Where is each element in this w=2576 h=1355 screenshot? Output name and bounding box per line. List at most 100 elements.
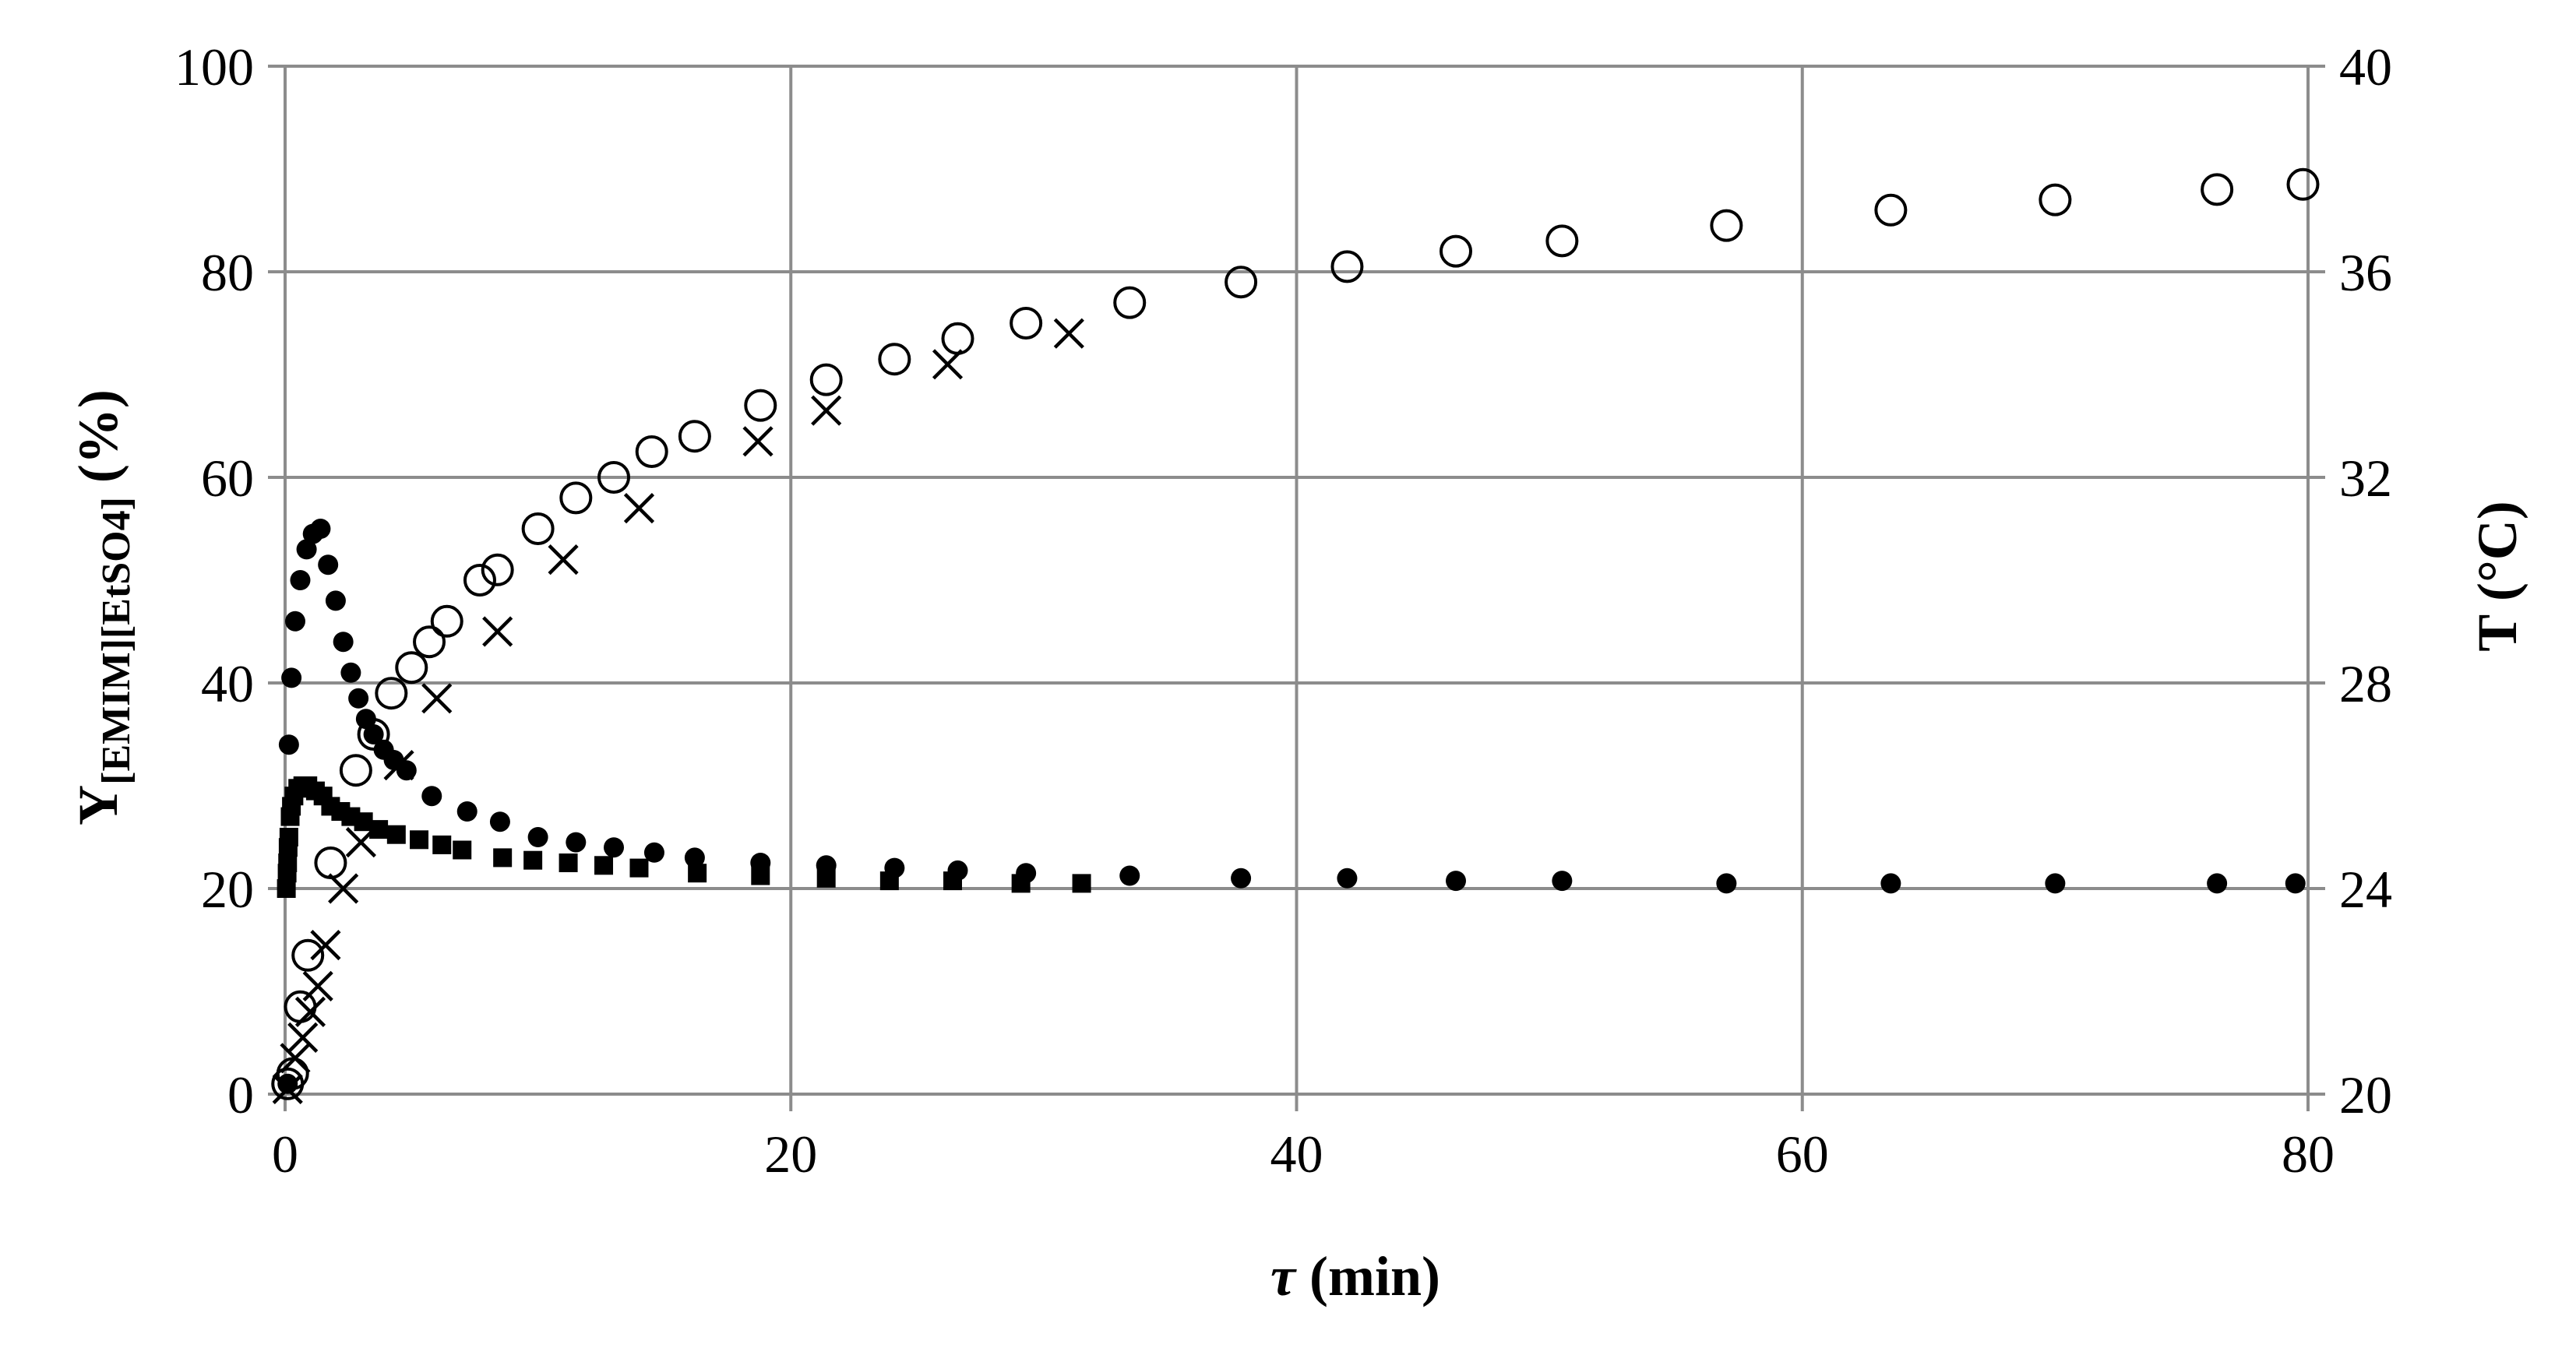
data-point [296, 539, 317, 560]
data-point [355, 709, 376, 730]
data-marks [271, 167, 2320, 1104]
data-point [2045, 873, 2066, 894]
y-axis-title-main: Y [67, 785, 129, 825]
data-point [1010, 307, 1043, 340]
data-point [1072, 874, 1091, 893]
data-point [941, 322, 974, 355]
data-point [1545, 224, 1579, 258]
data-point [287, 1022, 319, 1053]
data-point [302, 970, 333, 1001]
data-point [1337, 868, 1358, 889]
data-point [328, 873, 359, 904]
data-point [629, 858, 649, 878]
series-cross [272, 318, 1084, 1104]
data-point [340, 662, 361, 683]
data-point [395, 651, 428, 685]
data-point [421, 786, 442, 807]
y-tick-label: 80 [201, 243, 254, 302]
grid [284, 65, 2310, 1096]
data-point [1446, 871, 1467, 892]
y-tick-label: 0 [227, 1065, 254, 1124]
data-point [277, 1073, 298, 1094]
data-point [325, 590, 346, 611]
data-point [1330, 250, 1364, 283]
data-point [339, 754, 372, 787]
data-point [284, 990, 317, 1023]
data-point [521, 512, 555, 545]
x-tick-label: 80 [2282, 1124, 2335, 1184]
data-point [1053, 318, 1084, 349]
data-point [369, 820, 389, 839]
data-point [548, 544, 579, 575]
data-point [1874, 193, 1908, 227]
data-point [278, 734, 299, 755]
data-point [463, 564, 496, 597]
data-point [635, 435, 668, 468]
data-point [348, 688, 369, 709]
data-point [410, 830, 429, 850]
x-tick-label: 0 [272, 1124, 298, 1184]
data-point [523, 850, 543, 870]
data-point [281, 667, 302, 688]
data-point [291, 938, 325, 972]
y-tick-label: 100 [174, 37, 254, 97]
y-axis-title-suffix: (%) [67, 389, 129, 497]
y2-tick-label: 36 [2339, 243, 2392, 302]
x-axis-title: τ (min) [1270, 1245, 1440, 1307]
data-point [566, 832, 587, 853]
data-point [527, 827, 548, 847]
data-point [481, 553, 514, 586]
data-point [314, 846, 347, 879]
data-point [456, 801, 477, 822]
y2-tick-label: 32 [2339, 449, 2392, 508]
data-point [2201, 173, 2234, 206]
data-point [684, 847, 705, 868]
data-point [604, 837, 625, 858]
data-point [811, 395, 842, 426]
data-point [430, 604, 463, 638]
data-point [559, 853, 578, 872]
data-point [290, 570, 311, 590]
data-point [2039, 183, 2072, 216]
data-point [878, 343, 911, 376]
y-axis-title-subscript: [EMIM][EtSO4] [94, 497, 139, 785]
y2-tick-label: 24 [2339, 860, 2392, 919]
data-point [623, 493, 655, 524]
data-point [489, 811, 510, 832]
data-point [1710, 209, 1743, 242]
data-point [559, 481, 593, 515]
x-tick-label: 40 [1270, 1124, 1323, 1184]
data-point [284, 611, 305, 632]
y-axis-title: Y[EMIM][EtSO4] (%) [67, 389, 139, 825]
data-point [751, 866, 770, 885]
series-filled-circle [277, 519, 2306, 1094]
data-point [482, 616, 513, 647]
data-point [597, 461, 631, 494]
data-point [688, 864, 707, 883]
data-point [879, 871, 899, 891]
data-point [2285, 873, 2306, 894]
y-tick-label: 40 [201, 654, 254, 713]
y2-axis-title: T (°C) [2466, 501, 2528, 651]
data-point [594, 856, 614, 875]
data-point [432, 835, 452, 854]
data-point [809, 363, 843, 396]
data-point [932, 349, 964, 380]
data-point [279, 828, 298, 846]
data-point [744, 389, 777, 422]
data-point [1113, 286, 1147, 319]
y2-tick-label: 20 [2339, 1065, 2392, 1124]
y-tick-label: 20 [201, 860, 254, 919]
data-point [375, 677, 408, 710]
data-point [742, 426, 774, 457]
y2-tick-label: 28 [2339, 654, 2392, 713]
data-point [943, 871, 963, 891]
x-tick-label: 60 [1776, 1124, 1829, 1184]
x-tick-label: 20 [764, 1124, 817, 1184]
data-point [396, 760, 417, 781]
data-point [318, 554, 339, 575]
data-point [421, 683, 453, 714]
data-point [678, 420, 711, 453]
data-point [1119, 865, 1140, 886]
